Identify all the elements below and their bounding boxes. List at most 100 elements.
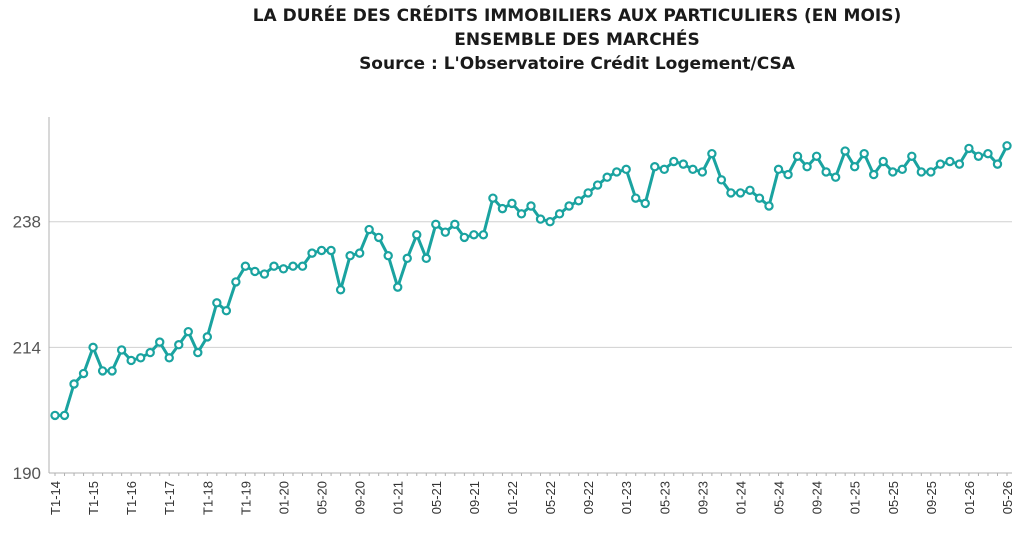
data-point [1002,141,1012,151]
x-tick-label: 05-26 [1000,481,1015,514]
y-tick-labels: 190 214 238 [13,213,41,483]
data-point [307,248,317,258]
x-tick-label: 05-22 [543,481,558,514]
data-point [554,209,565,219]
x-tick-label: 01-26 [962,481,977,514]
y-tick-label: 238 [13,213,41,232]
x-tick-label: 05-24 [772,481,787,514]
data-point [107,366,117,376]
data-point [650,162,660,172]
data-point [602,172,612,182]
data-point [935,159,946,169]
data-point [155,337,165,347]
data-point [697,167,708,177]
x-tick-label: T1-17 [162,481,177,515]
data-point [221,306,232,316]
x-tick-label: 01-22 [505,481,520,514]
data-point [821,167,831,177]
axes [48,117,1012,476]
data-point [288,261,298,271]
x-tick-label: 09-23 [695,481,710,514]
data-point [802,162,812,172]
data-point [754,193,765,203]
x-tick-label: 09-25 [924,481,939,514]
x-tick-label: 01-24 [733,481,748,514]
data-point [393,282,403,292]
data-point [516,209,527,219]
data-point [716,175,727,185]
x-tick-label: T1-19 [238,481,253,515]
data-point [412,230,422,240]
x-tick-label: 05-25 [886,481,901,514]
x-tick-label: 09-22 [581,481,596,514]
data-point [792,151,803,161]
data-point [421,253,431,264]
data-point [478,230,489,240]
data-point [764,201,774,211]
data-point [907,151,917,161]
data-point [69,379,79,389]
data-point [745,185,755,195]
data-point [783,169,793,180]
chart-title: LA DURÉE DES CRÉDITS IMMOBILIERS AUX PAR… [0,4,1024,76]
data-point [383,251,393,261]
y-tick-label: 190 [13,464,41,483]
data-point [326,245,336,256]
data-point [659,164,669,175]
data-point [621,164,631,175]
data-point [488,193,498,203]
x-tick-label: T1-14 [48,481,63,515]
data-point [354,248,365,258]
data-point [983,148,993,159]
data-point [945,156,955,167]
data-point [469,230,479,240]
data-point [164,353,174,363]
data-point [964,143,974,154]
data-point [135,353,146,363]
data-point [535,214,546,224]
data-point [545,217,555,227]
data-point [840,146,850,156]
data-point [526,201,536,211]
data-point [259,269,270,279]
data-point [145,347,155,358]
data-point [364,224,374,235]
data-point [916,167,927,177]
data-point [973,151,984,161]
data-point [707,148,717,159]
data-point [726,188,736,198]
data-point [888,167,898,177]
data-point [773,164,784,175]
data-point [78,368,89,379]
data-point [202,332,213,342]
data-point [640,198,650,209]
data-point [231,277,241,287]
series-duree [50,141,1012,421]
data-point [669,156,679,167]
x-tick-label: 05-20 [315,481,330,514]
x-tick-label: T1-16 [124,481,139,515]
data-point [269,261,279,271]
data-point [573,196,584,206]
data-point [869,169,879,180]
data-point [849,162,860,172]
data-point [297,261,308,271]
data-point [59,410,70,421]
data-point [183,326,193,337]
data-point [126,355,136,366]
data-point [335,285,346,295]
data-point [373,232,384,243]
data-point [174,340,184,350]
data-point [50,410,60,421]
grid-lines [49,221,1012,348]
data-point [316,245,327,256]
data-point [954,159,965,169]
data-point [678,159,689,169]
data-point [583,188,593,198]
data-point [240,261,251,271]
x-tick-label: 05-23 [657,481,672,514]
data-point [688,164,698,175]
data-point [926,167,936,177]
data-point [97,366,108,376]
